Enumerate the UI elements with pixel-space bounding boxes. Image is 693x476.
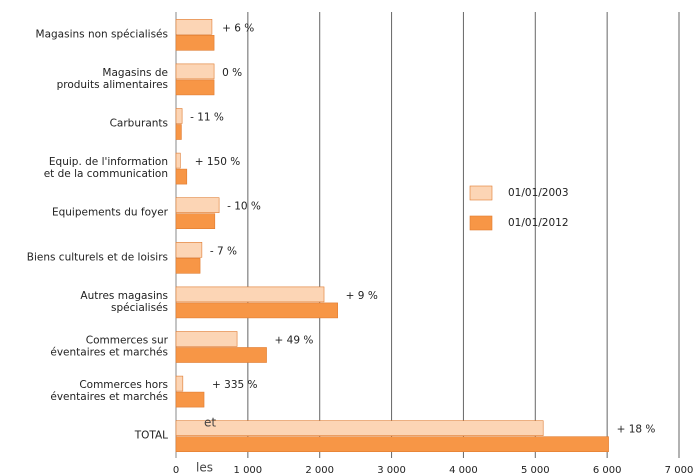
bar — [175, 79, 215, 96]
x-tick-label: 1 000 — [234, 465, 263, 476]
x-tick-label: 6 000 — [593, 465, 622, 476]
change-label: + 335 % — [212, 379, 258, 391]
change-label: + 49 % — [275, 335, 314, 347]
category-label: Commerces sur éventaires et marchés — [50, 335, 168, 359]
category-label: Magasins non spécialisés — [36, 28, 168, 40]
bar — [175, 168, 188, 185]
x-tick-label: 4 000 — [449, 465, 478, 476]
category-label: TOTAL — [134, 430, 168, 442]
bar — [175, 124, 182, 140]
change-label: + 18 % — [617, 424, 656, 436]
bar — [175, 63, 215, 80]
change-label: + 6 % — [222, 22, 254, 34]
x-tick-label: 3 000 — [377, 465, 406, 476]
bar — [175, 331, 238, 347]
legend-swatch — [469, 215, 493, 231]
category-label: Carburants — [110, 118, 168, 130]
bar — [175, 420, 544, 437]
bar — [175, 375, 184, 392]
change-label: + 9 % — [346, 290, 378, 302]
legend-swatch — [469, 185, 493, 201]
category-label: Biens culturels et de loisirs — [27, 251, 168, 263]
bar — [175, 108, 183, 124]
x-tick-label: 7 000 — [665, 465, 693, 476]
bar — [175, 34, 215, 51]
bar — [175, 257, 201, 274]
text-fragment: et — [204, 416, 216, 430]
change-label: - 11 % — [190, 112, 224, 124]
category-label: Magasins de produits alimentaires — [57, 67, 168, 91]
change-label: - 10 % — [227, 201, 261, 213]
x-tick-label: 5 000 — [521, 465, 550, 476]
bar — [175, 242, 203, 258]
text-fragment: les — [196, 461, 213, 475]
legend-label: 01/01/2012 — [508, 217, 569, 229]
bar — [175, 302, 338, 319]
bar — [175, 347, 267, 363]
bar — [175, 152, 181, 169]
category-label: Equipements du foyer — [52, 207, 169, 219]
bar — [175, 213, 216, 229]
category-label: Autres magasins spécialisés — [80, 290, 168, 314]
change-label: + 150 % — [195, 156, 241, 168]
bar — [175, 391, 205, 408]
bar — [175, 197, 220, 213]
change-label: - 7 % — [210, 245, 237, 257]
category-label: Equip. de l'information et de la communic… — [44, 156, 168, 180]
bar — [175, 436, 609, 453]
x-tick-label: 2 000 — [305, 465, 334, 476]
legend-label: 01/01/2003 — [508, 187, 569, 199]
change-label: 0 % — [222, 67, 242, 79]
x-tick-label: 0 — [173, 465, 179, 476]
category-label: Commerces hors éventaires et marchés — [50, 379, 168, 403]
bar — [175, 18, 213, 35]
bar — [175, 286, 325, 303]
